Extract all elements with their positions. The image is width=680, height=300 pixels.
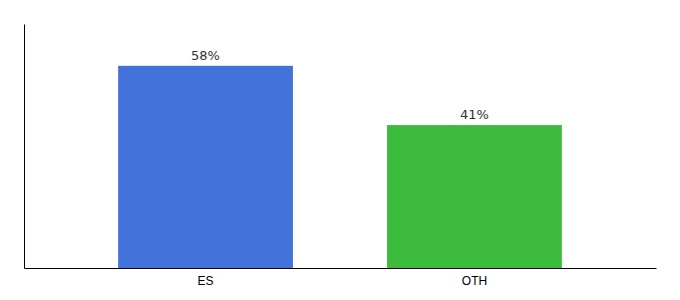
x-axis: ES OTH [25,269,657,288]
bar [387,125,562,268]
x-axis-line [25,268,657,269]
x-tick-label: ES [198,274,214,288]
data-label: 41% [460,107,489,122]
bars [118,66,562,268]
x-tick: ES [198,274,214,288]
chart: 58% 41% ES OTH [0,0,680,300]
x-tick-label: OTH [462,274,487,288]
y-axis-line [24,25,25,269]
x-tick: OTH [462,274,487,288]
data-labels: 58% 41% [191,48,489,122]
plot: 58% 41% ES OTH [25,25,657,288]
bar [118,66,293,268]
y-axis [24,25,25,269]
data-label: 58% [191,48,220,63]
